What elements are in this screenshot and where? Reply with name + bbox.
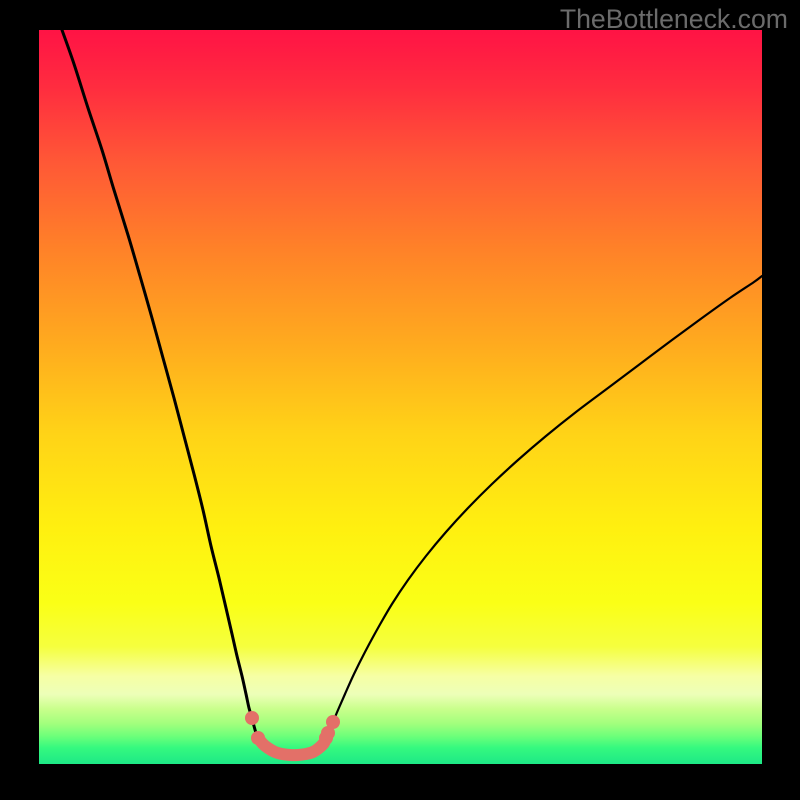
floor-marker	[245, 711, 259, 725]
plot-area	[39, 30, 762, 764]
curve-layer	[39, 30, 762, 764]
floor-markers	[245, 711, 340, 745]
watermark-text: TheBottleneck.com	[560, 4, 788, 35]
chart-canvas: TheBottleneck.com	[0, 0, 800, 800]
floor-segment	[258, 738, 326, 755]
right-curve	[326, 276, 762, 738]
left-curve	[62, 30, 258, 738]
floor-marker	[251, 731, 265, 745]
floor-marker	[326, 715, 340, 729]
